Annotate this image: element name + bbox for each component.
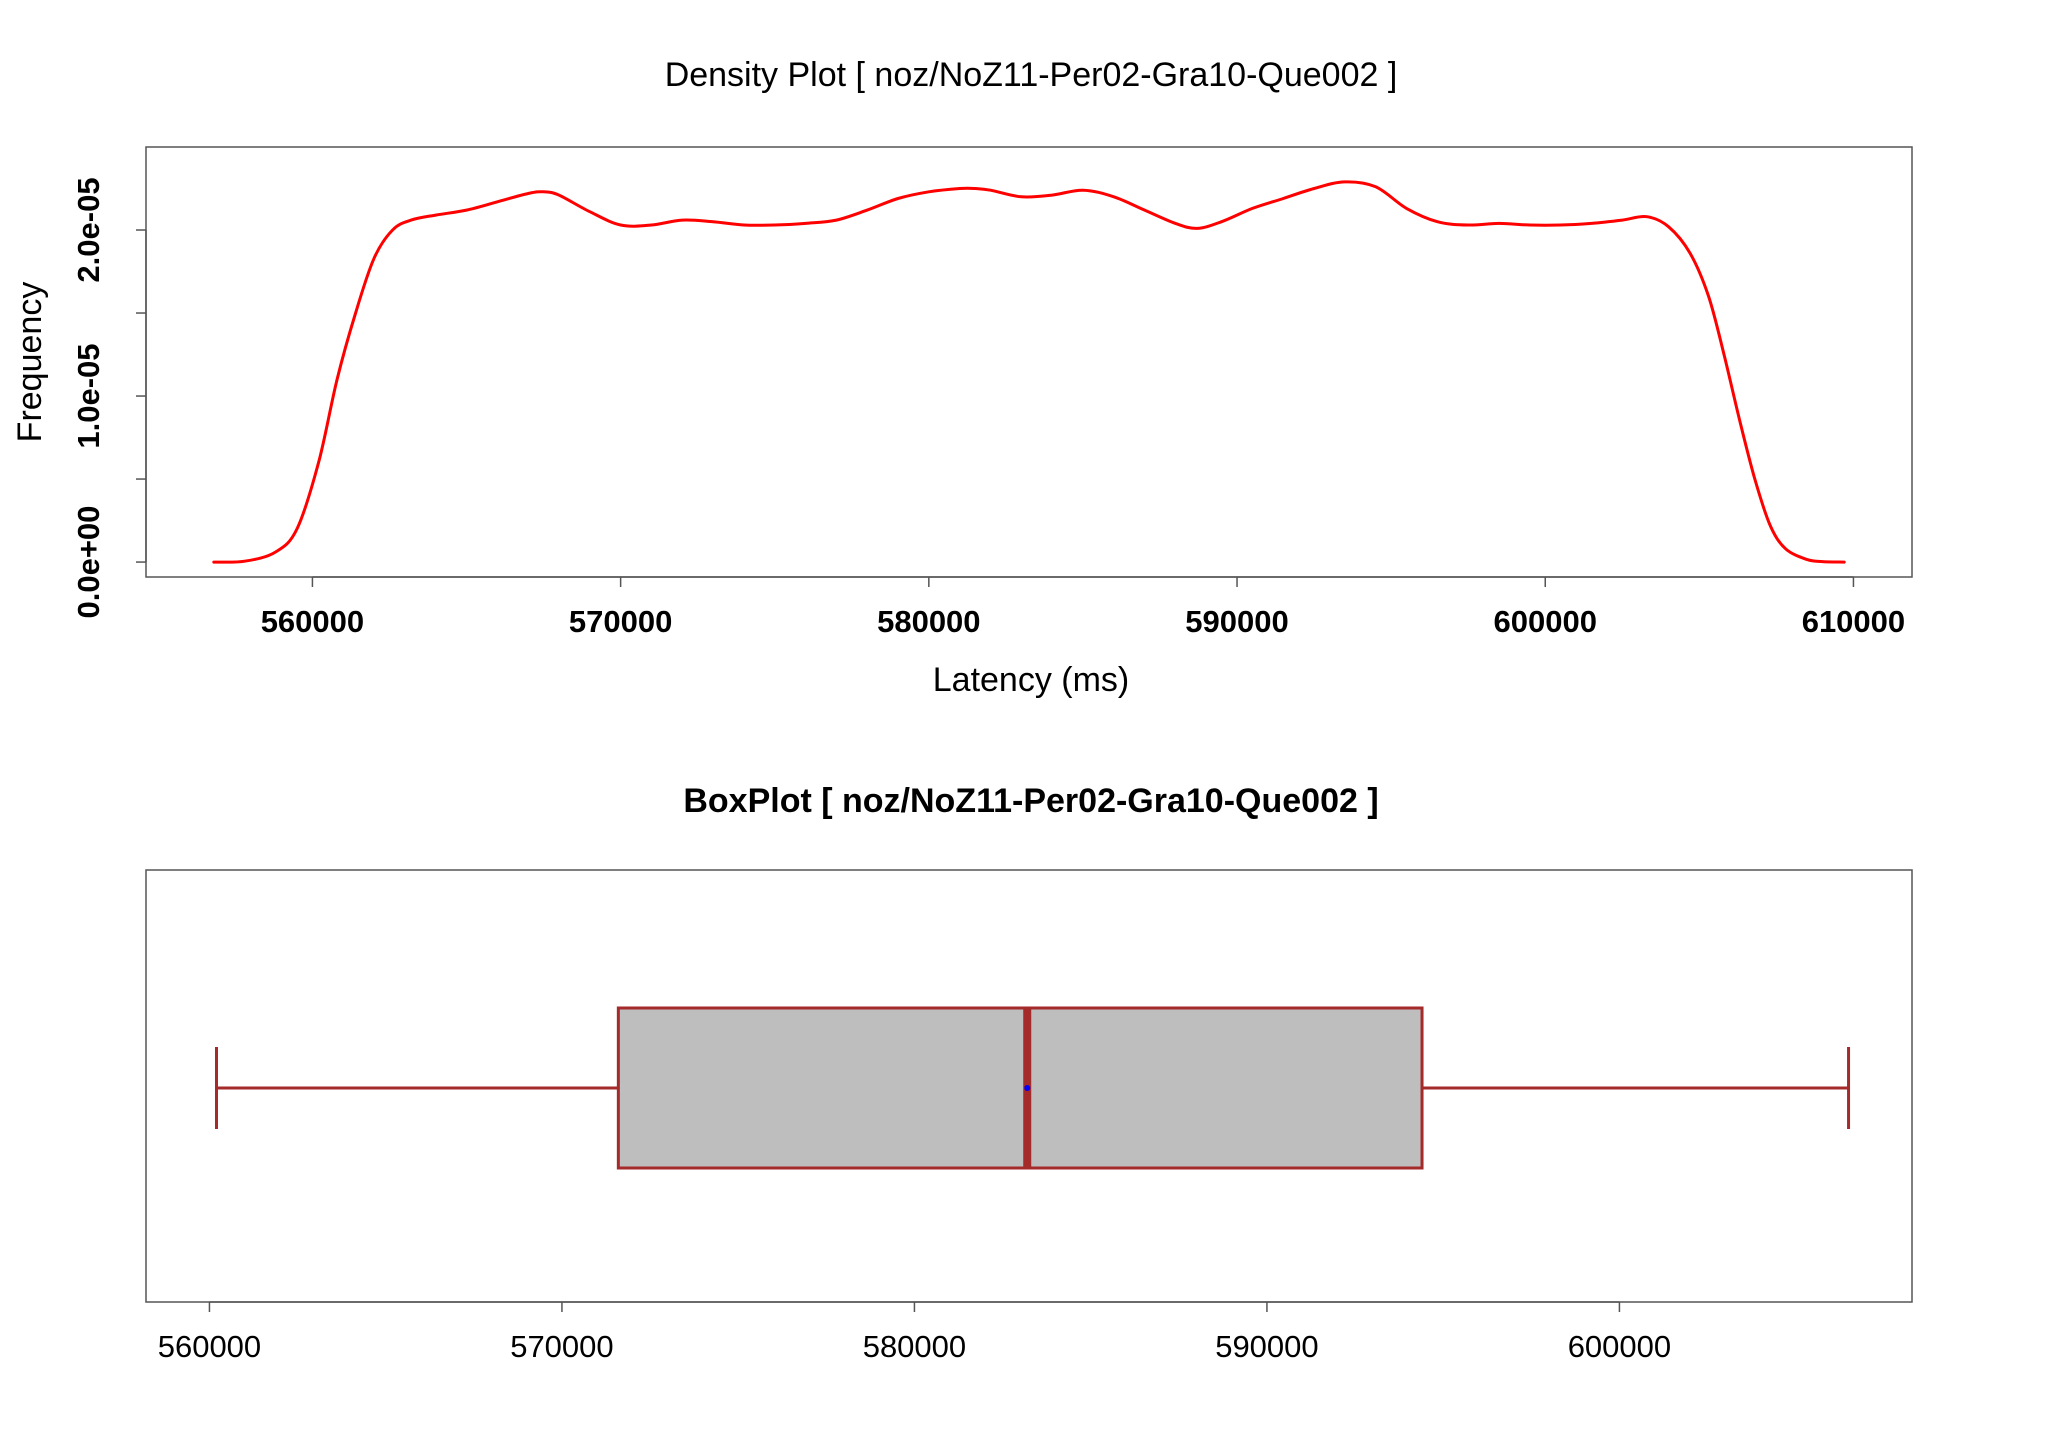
box-x-tick-label: 600000 <box>1568 1329 1671 1364</box>
density-y-label: Frequency <box>11 282 49 443</box>
density-y-tick-label: 1.0e-05 <box>71 343 106 448</box>
density-y-tick-label: 0.0e+00 <box>71 506 106 619</box>
density-frame <box>145 146 1913 578</box>
density-title: Density Plot [ noz/NoZ11-Per02-Gra10-Que… <box>665 56 1398 94</box>
density-x-tick-label: 610000 <box>1802 604 1905 639</box>
density-x-tick-label: 580000 <box>877 604 980 639</box>
density-curve <box>212 180 1846 564</box>
density-x-tick-label: 560000 <box>261 604 364 639</box>
box-plot: BoxPlot [ noz/NoZ11-Per02-Gra10-Que002 ]… <box>145 782 1913 1364</box>
density-x-label: Latency (ms) <box>933 661 1130 699</box>
density-x-tick-label: 590000 <box>1185 604 1288 639</box>
density-y-tick-label: 2.0e-05 <box>71 177 106 282</box>
box-elements <box>214 1006 1851 1170</box>
density-plot: Density Plot [ noz/NoZ11-Per02-Gra10-Que… <box>11 56 1913 699</box>
box-x-tick-label: 590000 <box>1215 1329 1318 1364</box>
density-x-tick-label: 600000 <box>1494 604 1597 639</box>
interquartile-box <box>616 1006 1424 1170</box>
density-x-axis: 560000 570000 580000 590000 600000 610000 <box>261 576 1905 639</box>
box-title: BoxPlot [ noz/NoZ11-Per02-Gra10-Que002 ] <box>683 782 1378 820</box>
box-x-tick-label: 560000 <box>158 1329 261 1364</box>
density-x-tick-label: 570000 <box>569 604 672 639</box>
mean-point <box>1024 1085 1031 1091</box>
density-y-axis: 0.0e+00 1.0e-05 2.0e-05 <box>71 177 147 619</box>
box-x-axis: 560000 570000 580000 590000 600000 <box>158 1301 1671 1364</box>
box-x-tick-label: 580000 <box>863 1329 966 1364</box>
box-x-tick-label: 570000 <box>510 1329 613 1364</box>
